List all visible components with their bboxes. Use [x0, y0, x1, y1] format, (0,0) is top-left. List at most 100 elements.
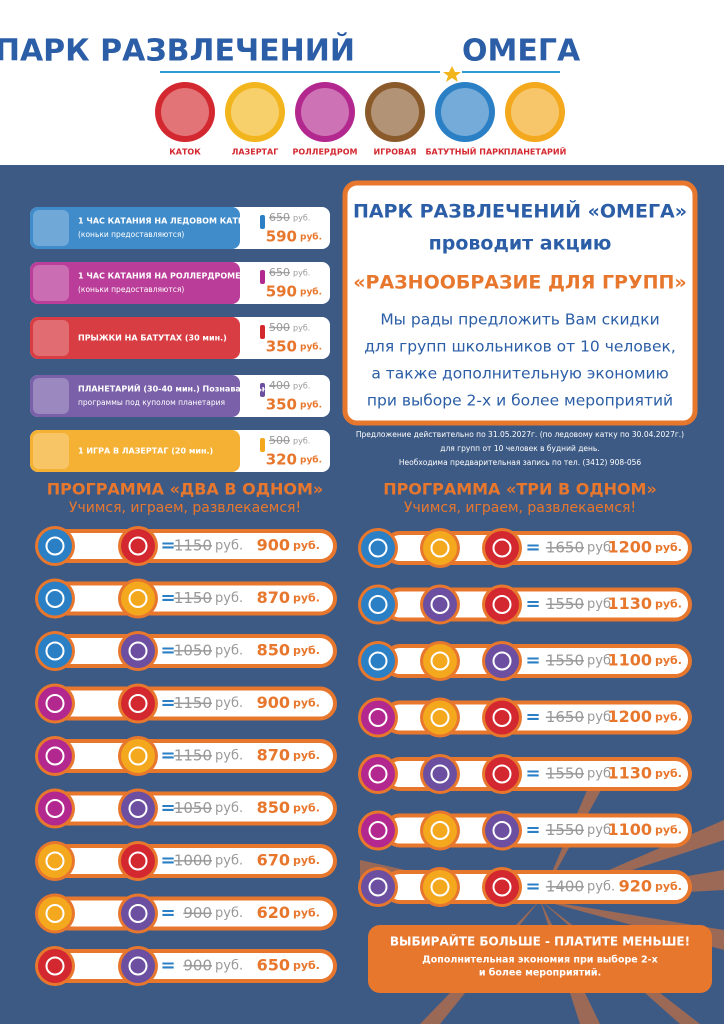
icon [361, 813, 395, 848]
icon-glyph [45, 956, 65, 976]
old-price: 1000 [174, 852, 212, 870]
service-icon [33, 433, 69, 469]
old-price: 1150 [174, 694, 212, 712]
currency: руб. [215, 749, 243, 764]
plus-sign: + [464, 764, 477, 783]
currency: руб. [300, 232, 322, 243]
icon-glyph [368, 651, 388, 671]
old-price: 1050 [174, 799, 212, 817]
currency: руб. [655, 598, 682, 611]
price: 900 [257, 693, 290, 712]
icon [38, 896, 72, 931]
plus-sign: + [402, 707, 415, 726]
currency: руб. [300, 342, 322, 353]
currency: руб. [293, 907, 320, 920]
icon [38, 581, 72, 616]
section-label: РОЛЛЕРДРОМ [292, 148, 357, 157]
icon-glyph [492, 821, 512, 840]
promo-body: при выборе 2-х и более мероприятий [367, 392, 673, 410]
promo-body: а также дополнительную экономию [371, 365, 668, 383]
plus-sign: + [90, 536, 103, 555]
price: 1100 [607, 820, 652, 839]
equals-sign: = [160, 588, 175, 609]
icon [121, 949, 155, 983]
equals-sign: = [525, 876, 540, 897]
service-title: 1 ЧАС КАТАНИЯ НА ЛЕДОВОМ КАТКЕ [78, 217, 250, 226]
icon-glyph [492, 708, 512, 727]
service-old-price: 650 [269, 211, 290, 224]
currency: руб. [293, 697, 320, 710]
plus-sign: + [90, 746, 103, 765]
plus-sign: + [90, 798, 103, 817]
icon [485, 757, 519, 791]
currency: руб. [300, 400, 322, 411]
section-icon [295, 82, 355, 142]
plus-sign: + [90, 903, 103, 922]
program-subtitle: Учимся, играем, развлекаемся! [404, 500, 636, 516]
currency: руб. [587, 710, 615, 725]
service-band [30, 317, 240, 359]
equals-sign: = [525, 707, 540, 728]
plus-sign: + [402, 651, 415, 670]
icon-glyph [430, 764, 450, 784]
section-icon [365, 82, 425, 142]
promo-body: Мы рады предложить Вам скидки [380, 311, 659, 329]
program-subtitle: Учимся, играем, развлекаемся! [69, 500, 301, 516]
icon-glyph [492, 877, 512, 897]
icon-glyph [368, 764, 388, 784]
icon-glyph [492, 538, 512, 558]
old-price: 1550 [546, 765, 584, 783]
service-note: программы под куполом планетария [78, 398, 225, 407]
icon [423, 700, 457, 735]
service-price: 590 [266, 283, 297, 301]
service-old-price: 500 [269, 434, 290, 447]
header-title: ПАРК РАЗВЛЕЧЕНИЙ [0, 33, 355, 69]
icon [423, 531, 457, 565]
footer-box [368, 925, 712, 993]
old-price: 1550 [546, 652, 584, 670]
service-price: 350 [266, 396, 297, 414]
currency: руб. [215, 644, 243, 659]
currency: руб. [293, 382, 310, 391]
icon-glyph [45, 799, 65, 818]
service-title: 1 ЧАС КАТАНИЯ НА РОЛЛЕРДРОМЕ [78, 272, 241, 281]
service-divider [260, 215, 265, 229]
icon [423, 644, 457, 678]
icon [423, 757, 457, 791]
icon [485, 813, 519, 848]
service-band [30, 375, 240, 417]
currency: руб. [293, 269, 310, 278]
equals-sign: = [525, 650, 540, 671]
equals-sign: = [160, 745, 175, 766]
price: 850 [257, 798, 290, 817]
currency: руб. [215, 591, 243, 606]
header-bg [0, 0, 724, 165]
price: 870 [257, 588, 290, 607]
price: 1200 [607, 707, 652, 726]
icon-glyph [430, 651, 450, 671]
price: 850 [257, 641, 290, 660]
icon-glyph [45, 536, 65, 556]
icon-glyph [45, 746, 65, 766]
price: 1130 [607, 594, 652, 613]
icon-glyph [128, 746, 148, 766]
icon [121, 634, 155, 668]
icon [38, 686, 72, 721]
equals-sign: = [160, 850, 175, 871]
footer-line: и более мероприятий. [479, 968, 601, 979]
currency: руб. [215, 854, 243, 869]
icon-glyph [128, 904, 148, 923]
section-icon [435, 82, 495, 142]
service-price: 350 [266, 338, 297, 356]
price: 920 [619, 877, 652, 896]
service-old-price: 400 [269, 379, 290, 392]
service-note: (коньки предоставляются) [78, 230, 184, 239]
icon-glyph [45, 641, 65, 661]
program-title: ПРОГРАММА «ТРИ В ОДНОМ» [383, 480, 657, 499]
currency: руб. [293, 959, 320, 972]
old-price: 1050 [174, 642, 212, 660]
section-icon-inner [301, 88, 349, 136]
footer-line: Дополнительная экономия при выборе 2-х [422, 955, 657, 966]
section-icon-inner [161, 88, 209, 136]
